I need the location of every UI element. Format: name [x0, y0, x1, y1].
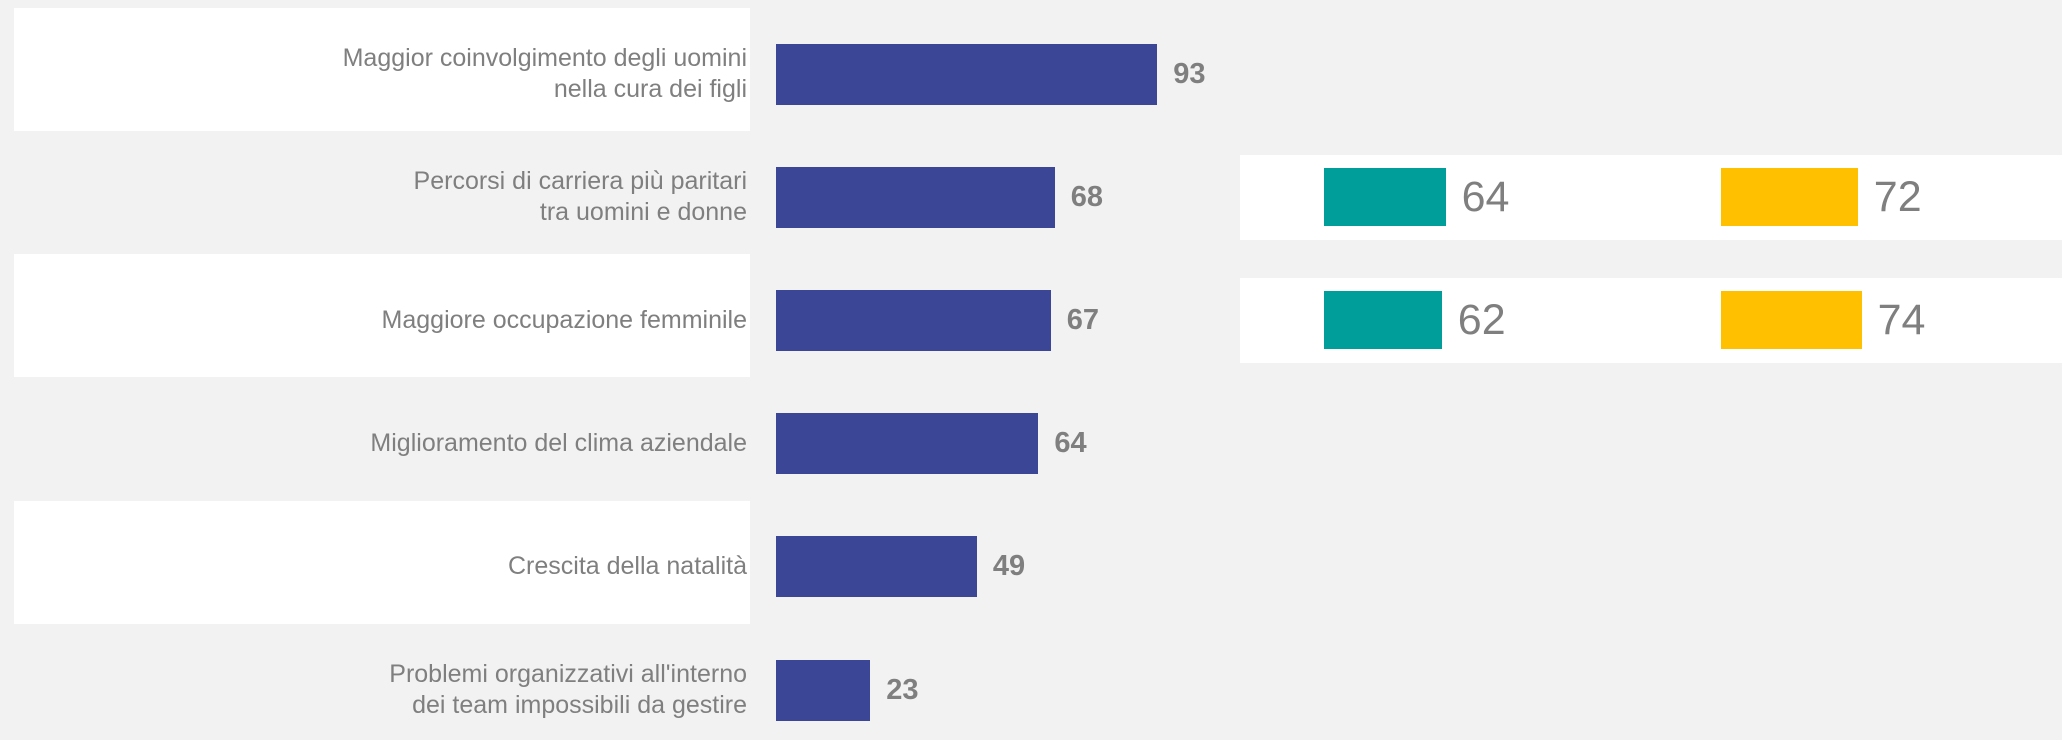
label-band [14, 8, 750, 131]
value-label: 93 [1173, 57, 1206, 90]
category-label: Maggior coinvolgimento degli uomini nell… [342, 44, 747, 103]
value-label: 67 [1066, 303, 1099, 336]
bar [776, 289, 1051, 351]
bar [776, 166, 1055, 228]
bar [1324, 291, 1442, 350]
bar [776, 536, 977, 598]
value-label: 64 [1054, 427, 1087, 460]
category-label: Percorsi di carriera più paritari tra uo… [413, 167, 747, 227]
value-label: 68 [1070, 180, 1104, 213]
value-label: 49 [992, 550, 1026, 583]
value-label: 72 [1873, 172, 1922, 221]
value-label: 62 [1457, 295, 1506, 344]
value-label: 64 [1461, 172, 1510, 221]
bar [776, 659, 871, 721]
label-band [14, 254, 750, 378]
category-label: Crescita della natalità [507, 552, 747, 581]
category-label: Miglioramento del clima aziendale [370, 429, 747, 458]
bar [1324, 168, 1446, 227]
bar [1721, 168, 1858, 227]
bar [776, 413, 1039, 475]
category-label: Maggiore occupazione femminile [381, 305, 747, 334]
bar [1721, 291, 1862, 350]
value-label: 74 [1877, 295, 1926, 344]
bar [776, 43, 1158, 105]
value-label: 23 [886, 673, 919, 706]
category-label: Problemi organizzativi all'interno dei t… [389, 660, 747, 719]
label-band [14, 500, 750, 624]
